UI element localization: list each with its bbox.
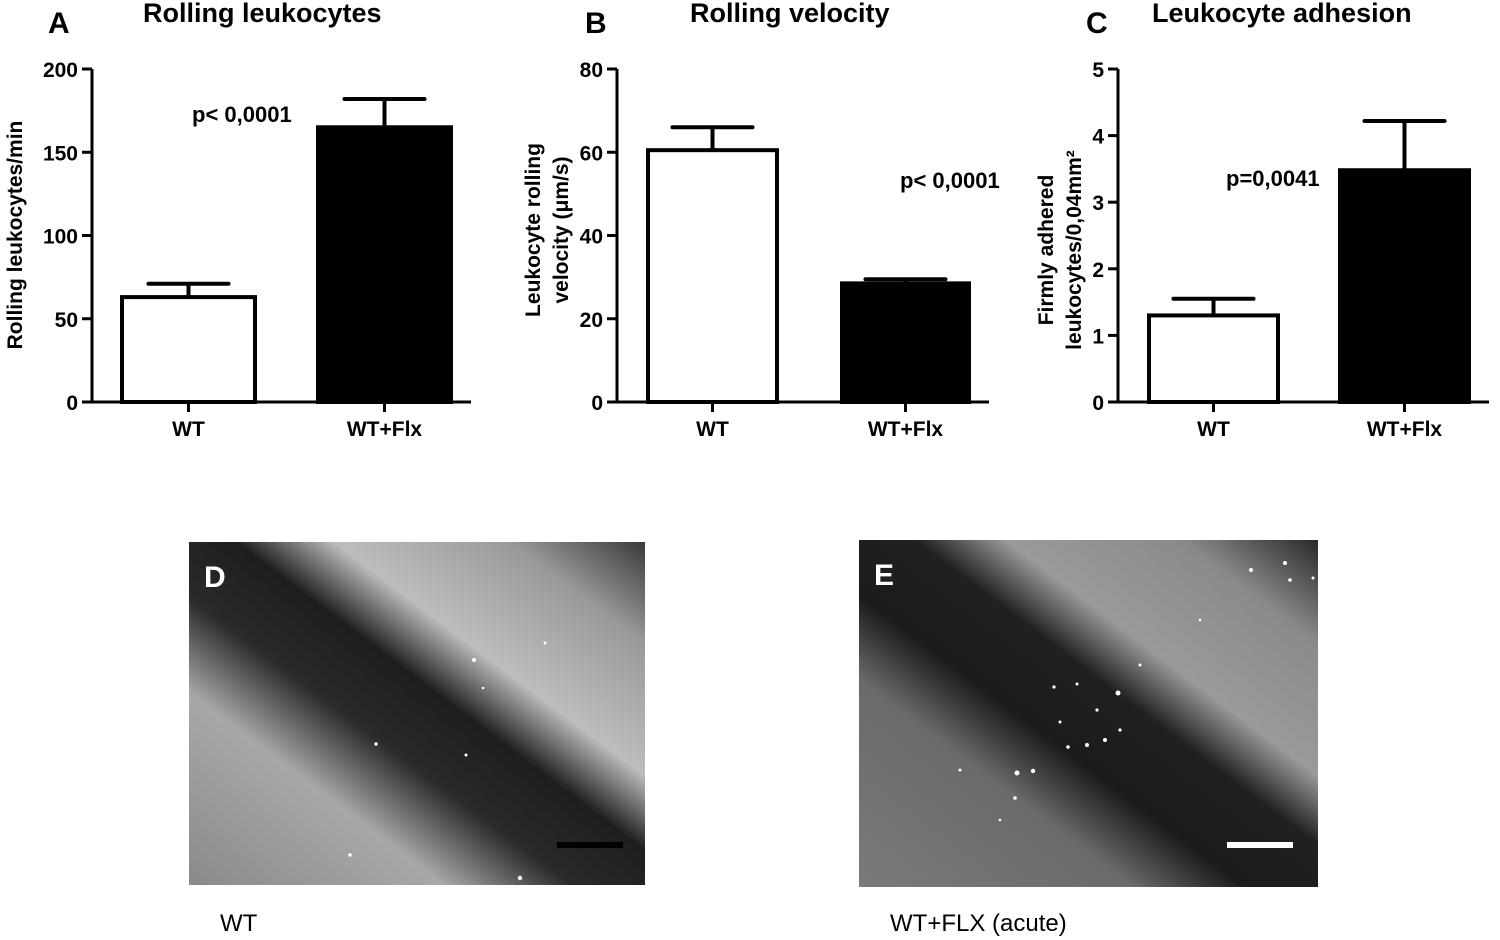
scale-bar — [557, 842, 623, 848]
y-tick-label: 2 — [1092, 259, 1104, 282]
y-axis-label: Rolling leukocytes/min — [4, 121, 27, 350]
y-tick-label: 80 — [580, 59, 603, 82]
x-tick-label: WT — [172, 418, 205, 441]
y-axis-label: Firmly adhered — [1035, 175, 1058, 326]
micrograph-e-image — [859, 540, 1318, 887]
bar-chart-a: A Rolling leukocytes WT WT+Flx 0 50 100 150 200 p… — [4, 0, 471, 441]
micrograph-wt: D — [189, 542, 645, 885]
chart-title: Rolling velocity — [690, 0, 890, 28]
y-tick-label: 0 — [591, 392, 603, 415]
micrograph-wt-flx: E — [859, 540, 1318, 887]
y-tick-label: 200 — [43, 59, 78, 82]
x-tick-label: WT+Flx — [347, 418, 423, 441]
bar-chart-b: B Rolling velocity WT WT+Flx 0 20 40 60 80 p< 0,0… — [522, 0, 1000, 441]
panel-label: A — [48, 7, 70, 40]
bar-wt — [646, 148, 779, 404]
caption-e: WT+FLX (acute) — [890, 910, 1067, 937]
fluorescent-cells — [958, 561, 1315, 822]
y-tick-label: 0 — [66, 392, 78, 415]
x-tick-label: WT+Flx — [1367, 418, 1443, 441]
y-tick-label: 1 — [1092, 325, 1104, 348]
chart-title: Leukocyte adhesion — [1152, 0, 1412, 28]
p-value-annotation: p< 0,0001 — [192, 102, 292, 127]
panel-label-e: E — [874, 559, 894, 592]
y-tick-label: 0 — [1092, 392, 1104, 415]
p-value-annotation: p=0,0041 — [1226, 166, 1320, 191]
x-tick-label: WT — [696, 418, 729, 441]
y-tick-label: 100 — [43, 226, 78, 249]
caption-d: WT — [220, 910, 258, 937]
p-value-annotation: p< 0,0001 — [900, 168, 1000, 193]
y-axis-label: velocity (μm/s) — [550, 156, 573, 303]
x-tick-label: WT — [1197, 418, 1230, 441]
bar-wt-flx — [1338, 168, 1471, 404]
y-tick-label: 20 — [580, 309, 603, 332]
x-tick-label: WT+Flx — [868, 418, 944, 441]
y-tick-label: 4 — [1092, 126, 1104, 149]
chart-title: Rolling leukocytes — [143, 0, 382, 28]
y-axis-label: Leukocyte rolling — [522, 143, 545, 317]
y-tick-label: 150 — [43, 142, 78, 165]
panel-label: C — [1086, 7, 1108, 40]
y-axis-label: leukocytes/0,04mm² — [1063, 150, 1086, 350]
y-tick-label: 50 — [55, 309, 78, 332]
scale-bar — [1227, 842, 1293, 848]
panel-label-d: D — [204, 561, 226, 594]
y-tick-label: 60 — [580, 142, 603, 165]
micrograph-d-image — [189, 542, 645, 885]
bar-wt-flx — [840, 281, 971, 404]
y-tick-label: 3 — [1092, 192, 1104, 215]
bar-chart-c: C Leukocyte adhesion WT WT+Flx 0 1 2 3 4 5 p=0,004… — [1035, 0, 1489, 441]
panel-label: B — [585, 7, 607, 40]
bar-wt — [120, 295, 257, 405]
y-tick-label: 5 — [1092, 59, 1104, 82]
bar-wt — [1147, 313, 1280, 405]
fluorescent-cells — [348, 641, 547, 881]
bar-wt-flx — [316, 125, 453, 405]
y-tick-label: 40 — [580, 226, 603, 249]
